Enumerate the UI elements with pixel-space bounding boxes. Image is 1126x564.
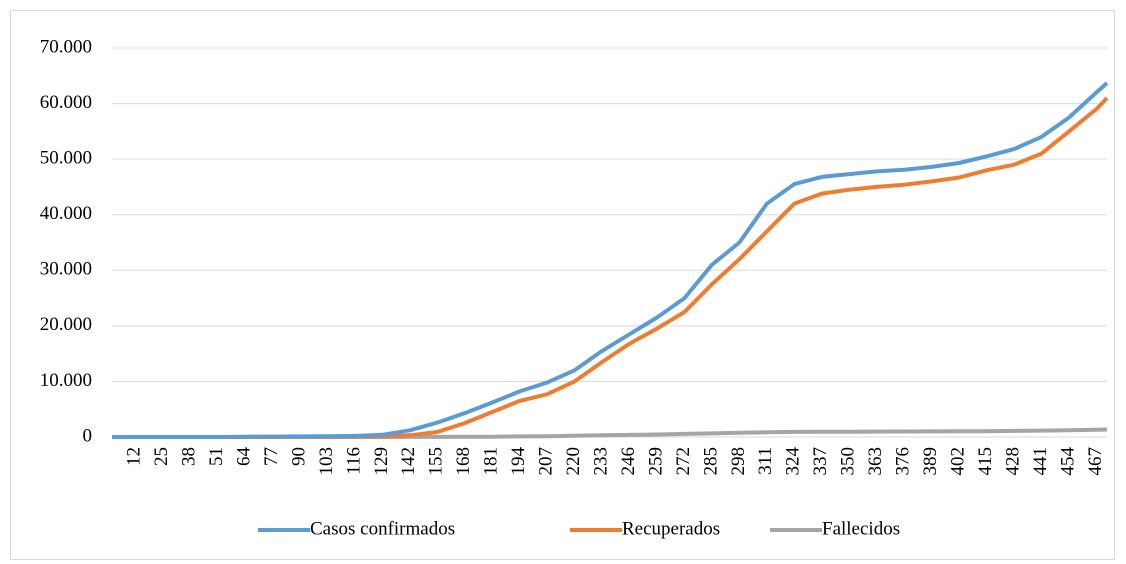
x-tick-label: 454 — [1057, 447, 1078, 476]
x-tick-label: 168 — [453, 447, 474, 476]
x-tick-label: 207 — [536, 447, 557, 476]
x-tick-label: 441 — [1030, 447, 1051, 476]
x-tick-label: 285 — [700, 447, 721, 476]
x-tick-label: 337 — [810, 447, 831, 476]
x-tick-label: 467 — [1085, 447, 1106, 476]
legend-label: Fallecidos — [822, 518, 900, 539]
x-tick-label: 233 — [590, 447, 611, 476]
x-tick-label: 155 — [426, 447, 447, 476]
x-tick-label: 428 — [1002, 447, 1023, 476]
legend-label: Casos confirmados — [310, 518, 455, 539]
x-tick-label: 272 — [673, 447, 694, 476]
x-tick-label: 246 — [618, 447, 639, 476]
x-tick-label: 116 — [343, 447, 364, 475]
x-tick-label: 12 — [124, 447, 145, 466]
y-tick-label: 20.000 — [40, 314, 92, 335]
y-tick-label: 70.000 — [40, 36, 92, 57]
y-tick-label: 60.000 — [40, 92, 92, 113]
x-tick-label: 389 — [920, 447, 941, 476]
series-line — [112, 81, 1109, 439]
x-tick-label: 324 — [783, 447, 804, 476]
x-tick-label: 103 — [316, 447, 337, 476]
x-tick-label: 90 — [288, 447, 309, 466]
x-tick-label: 402 — [947, 447, 968, 476]
x-tick-label: 363 — [865, 447, 886, 476]
y-tick-label: 0 — [83, 425, 93, 446]
x-tick-label: 77 — [261, 447, 282, 466]
x-tick-label: 259 — [645, 447, 666, 476]
x-tick-label: 38 — [179, 447, 200, 466]
x-tick-label: 142 — [398, 447, 419, 476]
y-tick-label: 10.000 — [40, 370, 92, 391]
x-tick-label: 181 — [481, 447, 502, 476]
x-tick-label: 415 — [975, 447, 996, 476]
x-tick-label: 311 — [755, 447, 776, 475]
x-tick-label: 129 — [371, 447, 392, 476]
x-tick-label: 194 — [508, 447, 529, 476]
x-tick-label: 64 — [233, 447, 254, 467]
y-tick-label: 50.000 — [40, 148, 92, 169]
x-tick-label: 25 — [151, 447, 172, 466]
y-tick-label: 40.000 — [40, 203, 92, 224]
x-tick-label: 350 — [838, 447, 859, 476]
y-tick-label: 30.000 — [40, 259, 92, 280]
x-tick-label: 298 — [728, 447, 749, 476]
x-tick-label: 220 — [563, 447, 584, 476]
chart-frame — [10, 10, 1115, 560]
legend-label: Recuperados — [622, 518, 720, 539]
x-tick-label: 376 — [893, 447, 914, 476]
x-tick-label: 51 — [206, 447, 227, 466]
